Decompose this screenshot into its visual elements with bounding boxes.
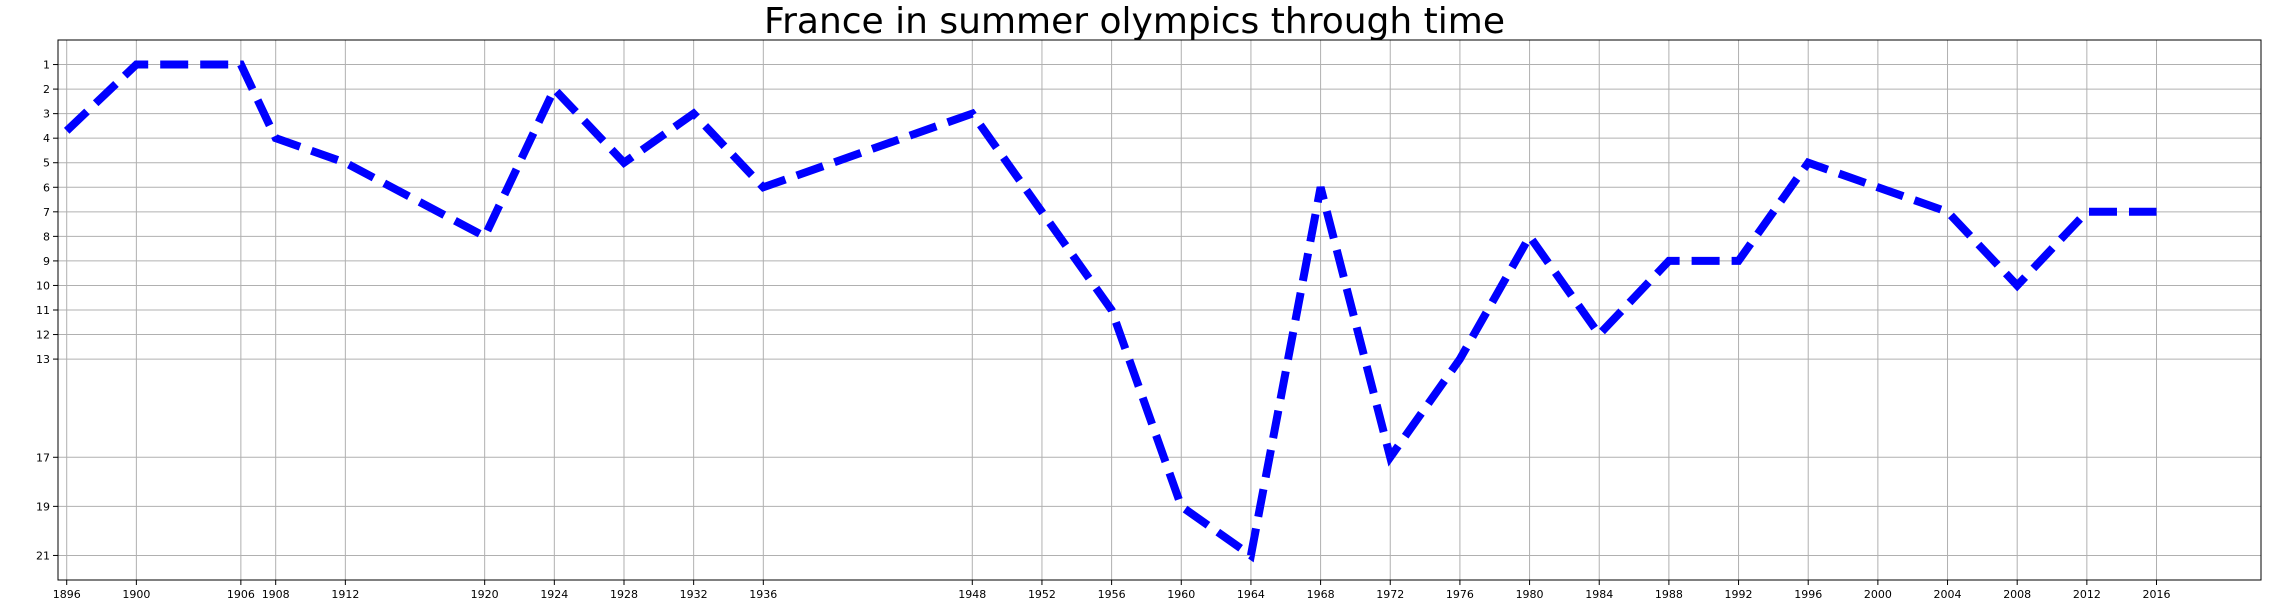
y-tick-label: 17	[36, 451, 50, 464]
x-tick-label: 2008	[2003, 588, 2031, 601]
x-tick-label: 1960	[1167, 588, 1195, 601]
x-tick-label: 1956	[1098, 588, 1126, 601]
y-tick-label: 1	[43, 59, 50, 72]
x-tick-label: 1920	[471, 588, 499, 601]
x-tick-label: 1964	[1237, 588, 1265, 601]
y-tick-label: 7	[43, 206, 50, 219]
y-tick-label: 4	[43, 132, 50, 145]
x-tick-label: 1912	[331, 588, 359, 601]
x-tick-label: 2000	[1864, 588, 1892, 601]
y-tick-label: 19	[36, 500, 50, 513]
x-tick-label: 2016	[2143, 588, 2171, 601]
x-tick-label: 1952	[1028, 588, 1056, 601]
x-tick-label: 1968	[1307, 588, 1335, 601]
x-tick-label: 1906	[227, 588, 255, 601]
y-tick-label: 3	[43, 108, 50, 121]
y-tick-label: 9	[43, 255, 50, 268]
x-tick-label: 1972	[1376, 588, 1404, 601]
y-tick-label: 10	[36, 279, 50, 292]
y-tick-label: 5	[43, 157, 50, 170]
x-tick-label: 1984	[1585, 588, 1613, 601]
y-tick-label: 6	[43, 181, 50, 194]
x-tick-label: 1992	[1725, 588, 1753, 601]
x-tick-label: 1924	[540, 588, 568, 601]
x-tick-label: 1896	[53, 588, 81, 601]
x-tick-label: 1936	[749, 588, 777, 601]
x-tick-label: 2004	[1934, 588, 1962, 601]
y-tick-label: 12	[36, 329, 50, 342]
x-tick-label: 1980	[1516, 588, 1544, 601]
x-tick-label: 1948	[958, 588, 986, 601]
y-tick-label: 13	[36, 353, 50, 366]
x-tick-label: 1900	[122, 588, 150, 601]
series-line	[63, 60, 2157, 563]
x-tick-label: 2012	[2073, 588, 2101, 601]
x-tick-label: 1932	[680, 588, 708, 601]
x-tick-label: 1988	[1655, 588, 1683, 601]
x-tick-label: 1928	[610, 588, 638, 601]
y-tick-label: 21	[36, 549, 50, 562]
y-tick-label: 2	[43, 83, 50, 96]
x-tick-label: 1996	[1794, 588, 1822, 601]
y-tick-label: 11	[36, 304, 50, 317]
y-tick-label: 8	[43, 230, 50, 243]
x-tick-label: 1908	[262, 588, 290, 601]
axes-frame	[57, 39, 2262, 581]
chart-title: France in summer olympics through time	[764, 1, 1505, 42]
x-tick-label: 1976	[1446, 588, 1474, 601]
